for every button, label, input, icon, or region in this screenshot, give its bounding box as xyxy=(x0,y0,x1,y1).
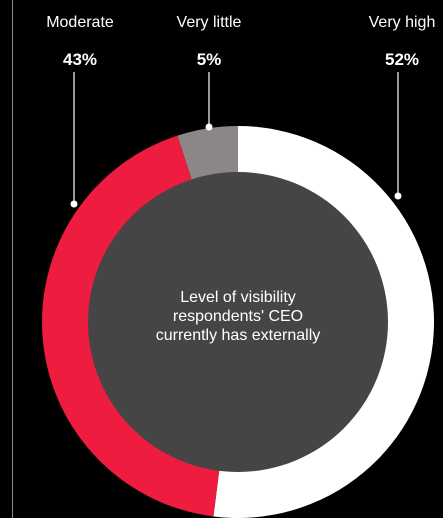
center-label: Level of visibility respondents' CEO cur… xyxy=(155,289,321,344)
leaders-layer xyxy=(70,72,402,208)
slice-name-moderate: Moderate xyxy=(46,14,114,31)
slice-name-very-little: Very little xyxy=(177,14,242,31)
labels-layer: Very high 52% Moderate 43% Very little 5% xyxy=(46,14,435,69)
slice-value-very-high: 52% xyxy=(385,50,419,69)
slice-value-very-little: 5% xyxy=(197,50,222,69)
slice-name-very-high: Very high xyxy=(369,14,436,31)
leader-dot-very-high xyxy=(394,192,402,200)
center-disc xyxy=(88,172,388,472)
slice-value-moderate: 43% xyxy=(63,50,97,69)
leader-dot-very-little xyxy=(205,123,213,131)
leader-dot-moderate xyxy=(70,200,78,208)
left-divider xyxy=(12,0,13,518)
